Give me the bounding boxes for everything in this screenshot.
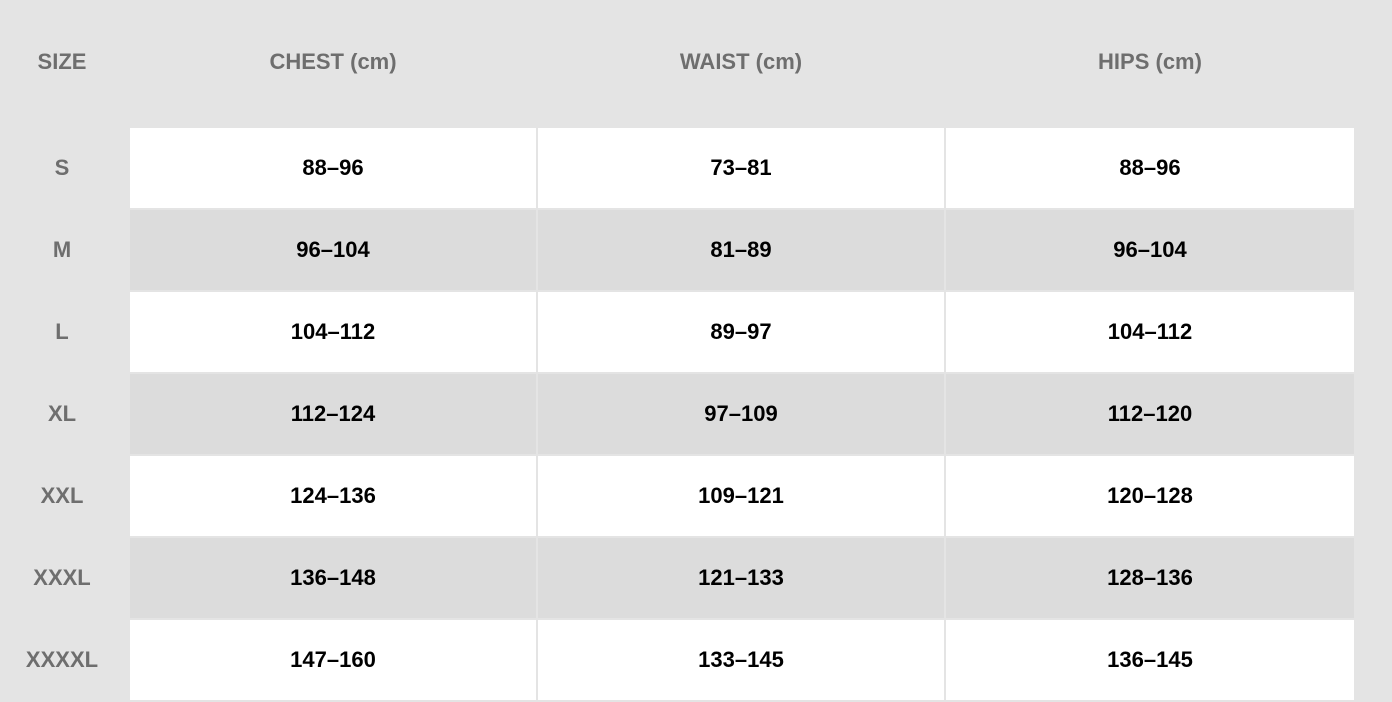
hips-cell: 96–104 [946, 210, 1354, 290]
chest-cell: 88–96 [130, 128, 536, 208]
chest-cell: 104–112 [130, 292, 536, 372]
chest-cell: 124–136 [130, 456, 536, 536]
size-label: XXXL [33, 565, 91, 590]
waist-cell: 109–121 [538, 456, 944, 536]
header-waist: WAIST (cm) [679, 49, 803, 74]
hips-cell: 104–112 [946, 292, 1354, 372]
header-hips: HIPS (cm) [1098, 49, 1202, 74]
size-label: L [55, 319, 69, 344]
waist-cell: 81–89 [538, 210, 944, 290]
hips-cell: 128–136 [946, 538, 1354, 618]
waist-cell: 133–145 [538, 620, 944, 700]
hips-cell: 120–128 [946, 456, 1354, 536]
chest-cell: 112–124 [130, 374, 536, 454]
waist-cell: 73–81 [538, 128, 944, 208]
hips-cell: 136–145 [946, 620, 1354, 700]
hips-cell: 112–120 [946, 374, 1354, 454]
size-column: S M L XL XXL XXXL XXXXL [0, 128, 124, 702]
waist-cell: 97–109 [538, 374, 944, 454]
size-label: XXL [40, 483, 84, 508]
size-label: XXXXL [25, 647, 99, 672]
size-label: S [54, 155, 70, 180]
header-chest: CHEST (cm) [269, 49, 397, 74]
chest-cell: 147–160 [130, 620, 536, 700]
size-table: 88–96 73–81 88–96 96–104 81–89 96–104 104–112 8… [130, 128, 1354, 700]
chest-cell: 96–104 [130, 210, 536, 290]
size-label: M [52, 237, 72, 262]
waist-cell: 121–133 [538, 538, 944, 618]
chest-cell: 136–148 [130, 538, 536, 618]
waist-cell: 89–97 [538, 292, 944, 372]
size-label: XL [47, 401, 77, 426]
hips-cell: 88–96 [946, 128, 1354, 208]
header-size: SIZE [37, 49, 87, 74]
